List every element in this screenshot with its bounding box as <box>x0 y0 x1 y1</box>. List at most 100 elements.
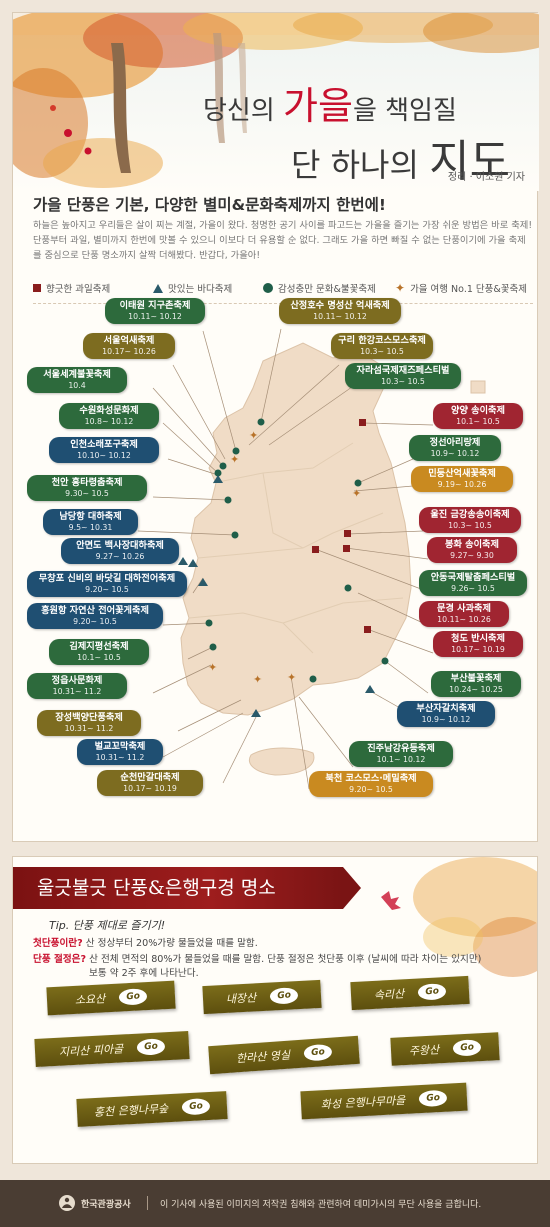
maple-leaf-icon: ✦ <box>287 671 296 684</box>
culture-marker <box>224 496 232 504</box>
culture-marker <box>219 462 227 470</box>
kto-logo: 한국관광공사 <box>58 1194 131 1212</box>
seafood-marker <box>365 685 375 693</box>
festival-pill: 양양 송이축제 10.1~ 10.5 <box>433 403 523 429</box>
culture-marker <box>209 643 217 651</box>
seafood-marker <box>188 559 198 567</box>
seafood-marker <box>251 709 261 717</box>
main-title-line2: 단 하나의 지도 <box>291 136 511 187</box>
fruit-marker <box>359 419 366 426</box>
festival-pill: 천안 흥타령춤축제 9.30~ 10.5 <box>27 475 147 501</box>
lead-headline: 가을 단풍은 기본, 다양한 별미&문화축제까지 한번에! <box>33 196 386 214</box>
legend-fruit: 향긋한 과일축제 <box>33 281 110 295</box>
foliage-spots-panel: 울긋불긋 단풍&은행구경 명소 Tip. 단풍 제대로 즐기기! 첫단풍이란? … <box>12 856 538 1164</box>
footer: 한국관광공사 이 기사에 사용된 이미지의 저작권 침해와 관련하여 데미가시의… <box>0 1180 550 1227</box>
fruit-marker <box>364 626 371 633</box>
festival-pill: 남당항 대하축제 9.5~ 10.31 <box>43 509 138 535</box>
festival-pill: 청도 반시축제 10.17~ 10.19 <box>433 631 523 657</box>
peak-foliage-definition: 단풍 절정은? 산 전체 면적의 80%가 물들었을 때를 말함. 단풍 절정은… <box>33 954 482 965</box>
seafood-marker <box>198 578 208 586</box>
culture-marker <box>232 447 240 455</box>
intro-paragraph: 하늘은 높아지고 우리들은 살이 찌는 계절, 가을이 왔다. 청명한 공기 사… <box>33 220 533 261</box>
maple-leaf-icon: ✦ <box>352 487 361 500</box>
festival-pill: 정선아리랑제 10.9~ 10.12 <box>409 435 501 461</box>
festival-pill: 문경 사과축제 10.11~ 10.26 <box>419 601 509 627</box>
festival-pill: 수원화성문화제 10.8~ 10.12 <box>59 403 159 429</box>
festival-pill: 안동국제탈춤페스티벌 9.26~ 10.5 <box>419 570 527 596</box>
korea-map: ✦ ✦ ✦ ✦ ✦ ✦ <box>137 328 486 790</box>
go-button[interactable]: Go <box>269 987 299 1005</box>
maple-leaf-icon: ✦ <box>253 673 262 686</box>
festival-pill: 서울세계불꽃축제 10.4 <box>27 367 127 393</box>
culture-marker <box>257 418 265 426</box>
map-panel: 당신의 가을을 책임질 단 하나의 지도 정리 · 이소원 기자 가을 단풍은 … <box>12 12 539 842</box>
culture-marker <box>205 619 213 627</box>
legend-seafood: 맛있는 바다축제 <box>153 281 232 295</box>
festival-pill: 북천 코스모스·메밀축제 9.20~ 10.5 <box>309 771 433 797</box>
festival-pill: 진주남강유등축제 10.1~ 10.12 <box>349 741 453 767</box>
culture-marker <box>214 469 222 477</box>
go-button[interactable]: Go <box>118 988 148 1006</box>
hero-banner: 당신의 가을을 책임질 단 하나의 지도 정리 · 이소원 기자 <box>13 13 539 191</box>
jeju-island <box>249 747 315 776</box>
festival-pill: 벌교꼬막축제 10.31~ 11.2 <box>77 739 163 765</box>
culture-marker <box>354 479 362 487</box>
festival-pill: 서울억새축제 10.17~ 10.26 <box>83 333 175 359</box>
festival-pill: 이태원 지구촌축제 10.11~ 10.12 <box>105 298 205 324</box>
spot-tag-juwangsan[interactable]: 주왕산 Go <box>390 1032 500 1066</box>
kto-logo-icon <box>59 1195 75 1211</box>
square-icon <box>33 284 41 292</box>
festival-pill: 봉화 송이축제 9.27~ 9.30 <box>427 537 517 563</box>
map-legend: 향긋한 과일축제 맛있는 바다축제 감성충만 문화&불꽃축제 ✦ 가을 여행 No… <box>33 281 533 299</box>
festival-pill: 김제지평선축제 10.1~ 10.5 <box>49 639 149 665</box>
festival-pill: 민둥산억새꽃축제 9.19~ 10.26 <box>411 466 513 492</box>
triangle-icon <box>153 283 163 293</box>
falling-leaves-decoration <box>381 857 537 977</box>
peak-foliage-definition-cont: 보통 약 2주 후에 나타난다. <box>89 968 199 979</box>
festival-pill: 산정호수 명성산 억새축제 10.11~ 10.12 <box>279 298 401 324</box>
maple-leaf-icon: ✦ <box>395 281 406 295</box>
maple-leaf-icon: ✦ <box>208 661 217 674</box>
leader-lines <box>137 328 434 790</box>
fruit-marker <box>312 546 319 553</box>
reporter-credit: 정리 · 이소원 기자 <box>447 172 525 183</box>
festival-pill: 순천만갈대축제 10.17~ 10.19 <box>97 770 203 796</box>
go-button[interactable]: Go <box>417 983 447 1001</box>
go-button[interactable]: Go <box>136 1038 166 1056</box>
first-foliage-definition: 첫단풍이란? 산 정상부터 20%가량 물들었을 때를 말함. <box>33 938 258 949</box>
circle-icon <box>263 283 273 293</box>
festival-pill: 부산불꽃축제 10.24~ 10.25 <box>431 671 521 697</box>
fruit-marker <box>343 545 350 552</box>
maple-leaf-icon: ✦ <box>230 453 239 466</box>
festival-pill: 구리 한강코스모스축제 10.3~ 10.5 <box>331 333 433 359</box>
tip-heading: Tip. 단풍 제대로 즐기기! <box>49 919 166 932</box>
korea-mainland <box>180 342 412 716</box>
go-button[interactable]: Go <box>181 1097 211 1116</box>
section-banner: 울긋불긋 단풍&은행구경 명소 <box>13 867 361 909</box>
autumn-tree-illustration <box>13 13 539 191</box>
seafood-marker <box>178 557 188 565</box>
festival-pill: 안면도 백사장대하축제 9.27~ 10.26 <box>61 538 179 564</box>
legend-foliage: ✦ 가을 여행 No.1 단풍&꽃축제 <box>395 281 528 295</box>
go-button[interactable]: Go <box>418 1089 448 1108</box>
fruit-marker <box>344 530 351 537</box>
seafood-marker <box>213 475 223 483</box>
legend-culture: 감성충만 문화&불꽃축제 <box>263 281 376 295</box>
festival-pill: 울진 금강송송이축제 10.3~ 10.5 <box>419 507 521 533</box>
festival-pill: 장성백양단풍축제 10.31~ 11.2 <box>37 710 141 736</box>
festival-pill: 인천소래포구축제 10.10~ 10.12 <box>49 437 159 463</box>
culture-marker <box>344 584 352 592</box>
festival-pill: 홍원항 자연산 전어꽃게축제 9.20~ 10.5 <box>27 603 163 629</box>
ulleung-island <box>470 380 486 394</box>
culture-marker <box>381 657 389 665</box>
festival-pill: 무창포 신비의 바닷길 대하전어축제 9.20~ 10.5 <box>27 571 187 597</box>
culture-marker <box>231 531 239 539</box>
copyright-notice: 이 기사에 사용된 이미지의 저작권 침해와 관련하여 데미가시의 무단 사용을… <box>160 1200 482 1210</box>
go-button[interactable]: Go <box>452 1039 482 1057</box>
culture-marker <box>309 675 317 683</box>
go-button[interactable]: Go <box>303 1043 333 1062</box>
festival-pill: 정읍사문화제 10.31~ 11.2 <box>27 673 127 699</box>
maple-leaf-icon: ✦ <box>249 429 258 442</box>
festival-pill: 자라섬국제재즈페스티벌 10.3~ 10.5 <box>345 363 461 389</box>
